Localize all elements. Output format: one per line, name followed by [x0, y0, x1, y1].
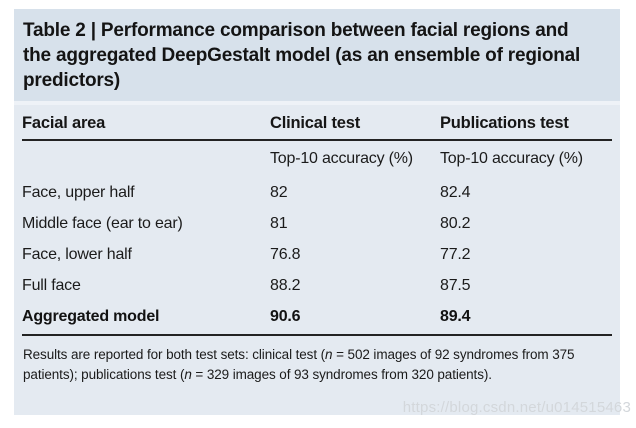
italic-n: n — [325, 347, 333, 362]
header-rule — [22, 139, 612, 141]
footer-rule — [22, 334, 612, 336]
italic-n: n — [184, 367, 192, 382]
cell-facial-area: Aggregated model — [22, 308, 160, 325]
table-row: Middle face (ear to ear) 81 80.2 — [22, 208, 612, 239]
cell-clinical-value: 88.2 — [270, 277, 301, 294]
cell-publications-value: 80.2 — [440, 215, 471, 232]
cell-clinical-value: 81 — [270, 215, 288, 232]
table-body: Facial area Clinical test Publications t… — [14, 105, 620, 336]
cell-facial-area: Face, lower half — [22, 246, 132, 263]
col-header-facial-area: Facial area — [22, 114, 106, 132]
cell-clinical-value: 90.6 — [270, 308, 301, 325]
col-header-clinical-test: Clinical test — [270, 114, 361, 132]
footnote-line: patients); publications test (n = 329 im… — [23, 367, 492, 382]
cell-facial-area: Middle face (ear to ear) — [22, 215, 183, 232]
subheader-row: Top-10 accuracy (%) Top-10 accuracy (%) — [22, 141, 612, 177]
subheader-publications: Top-10 accuracy (%) — [440, 150, 583, 167]
cell-publications-value: 77.2 — [440, 246, 471, 263]
table-panel: Table 2 | Performance comparison between… — [14, 9, 620, 415]
table-title-line: predictors) — [23, 70, 121, 91]
cell-clinical-value: 76.8 — [270, 246, 301, 263]
cell-facial-area: Face, upper half — [22, 184, 135, 201]
col-header-publications-test: Publications test — [440, 114, 569, 132]
cell-publications-value: 82.4 — [440, 184, 471, 201]
table-row: Face, lower half 76.8 77.2 — [22, 239, 612, 270]
table-row: Face, upper half 82 82.4 — [22, 177, 612, 208]
table-title: Table 2 | Performance comparison between… — [14, 9, 620, 105]
cell-publications-value: 87.5 — [440, 277, 471, 294]
footnote: Results are reported for both test sets:… — [14, 336, 620, 385]
table-title-line: the aggregated DeepGestalt model (as an … — [23, 45, 581, 66]
subheader-clinical: Top-10 accuracy (%) — [270, 150, 413, 167]
table-row: Full face 88.2 87.5 — [22, 270, 612, 301]
cell-facial-area: Full face — [22, 277, 81, 294]
cell-clinical-value: 82 — [270, 184, 288, 201]
column-header-row: Facial area Clinical test Publications t… — [22, 105, 612, 133]
footnote-line: Results are reported for both test sets:… — [23, 347, 575, 362]
watermark-url: https://blog.csdn.net/u014515463 — [402, 399, 631, 416]
table-title-line: Table 2 | Performance comparison between… — [23, 20, 569, 41]
cell-publications-value: 89.4 — [440, 308, 471, 325]
table-row-aggregated-model: Aggregated model 90.6 89.4 — [22, 301, 612, 332]
